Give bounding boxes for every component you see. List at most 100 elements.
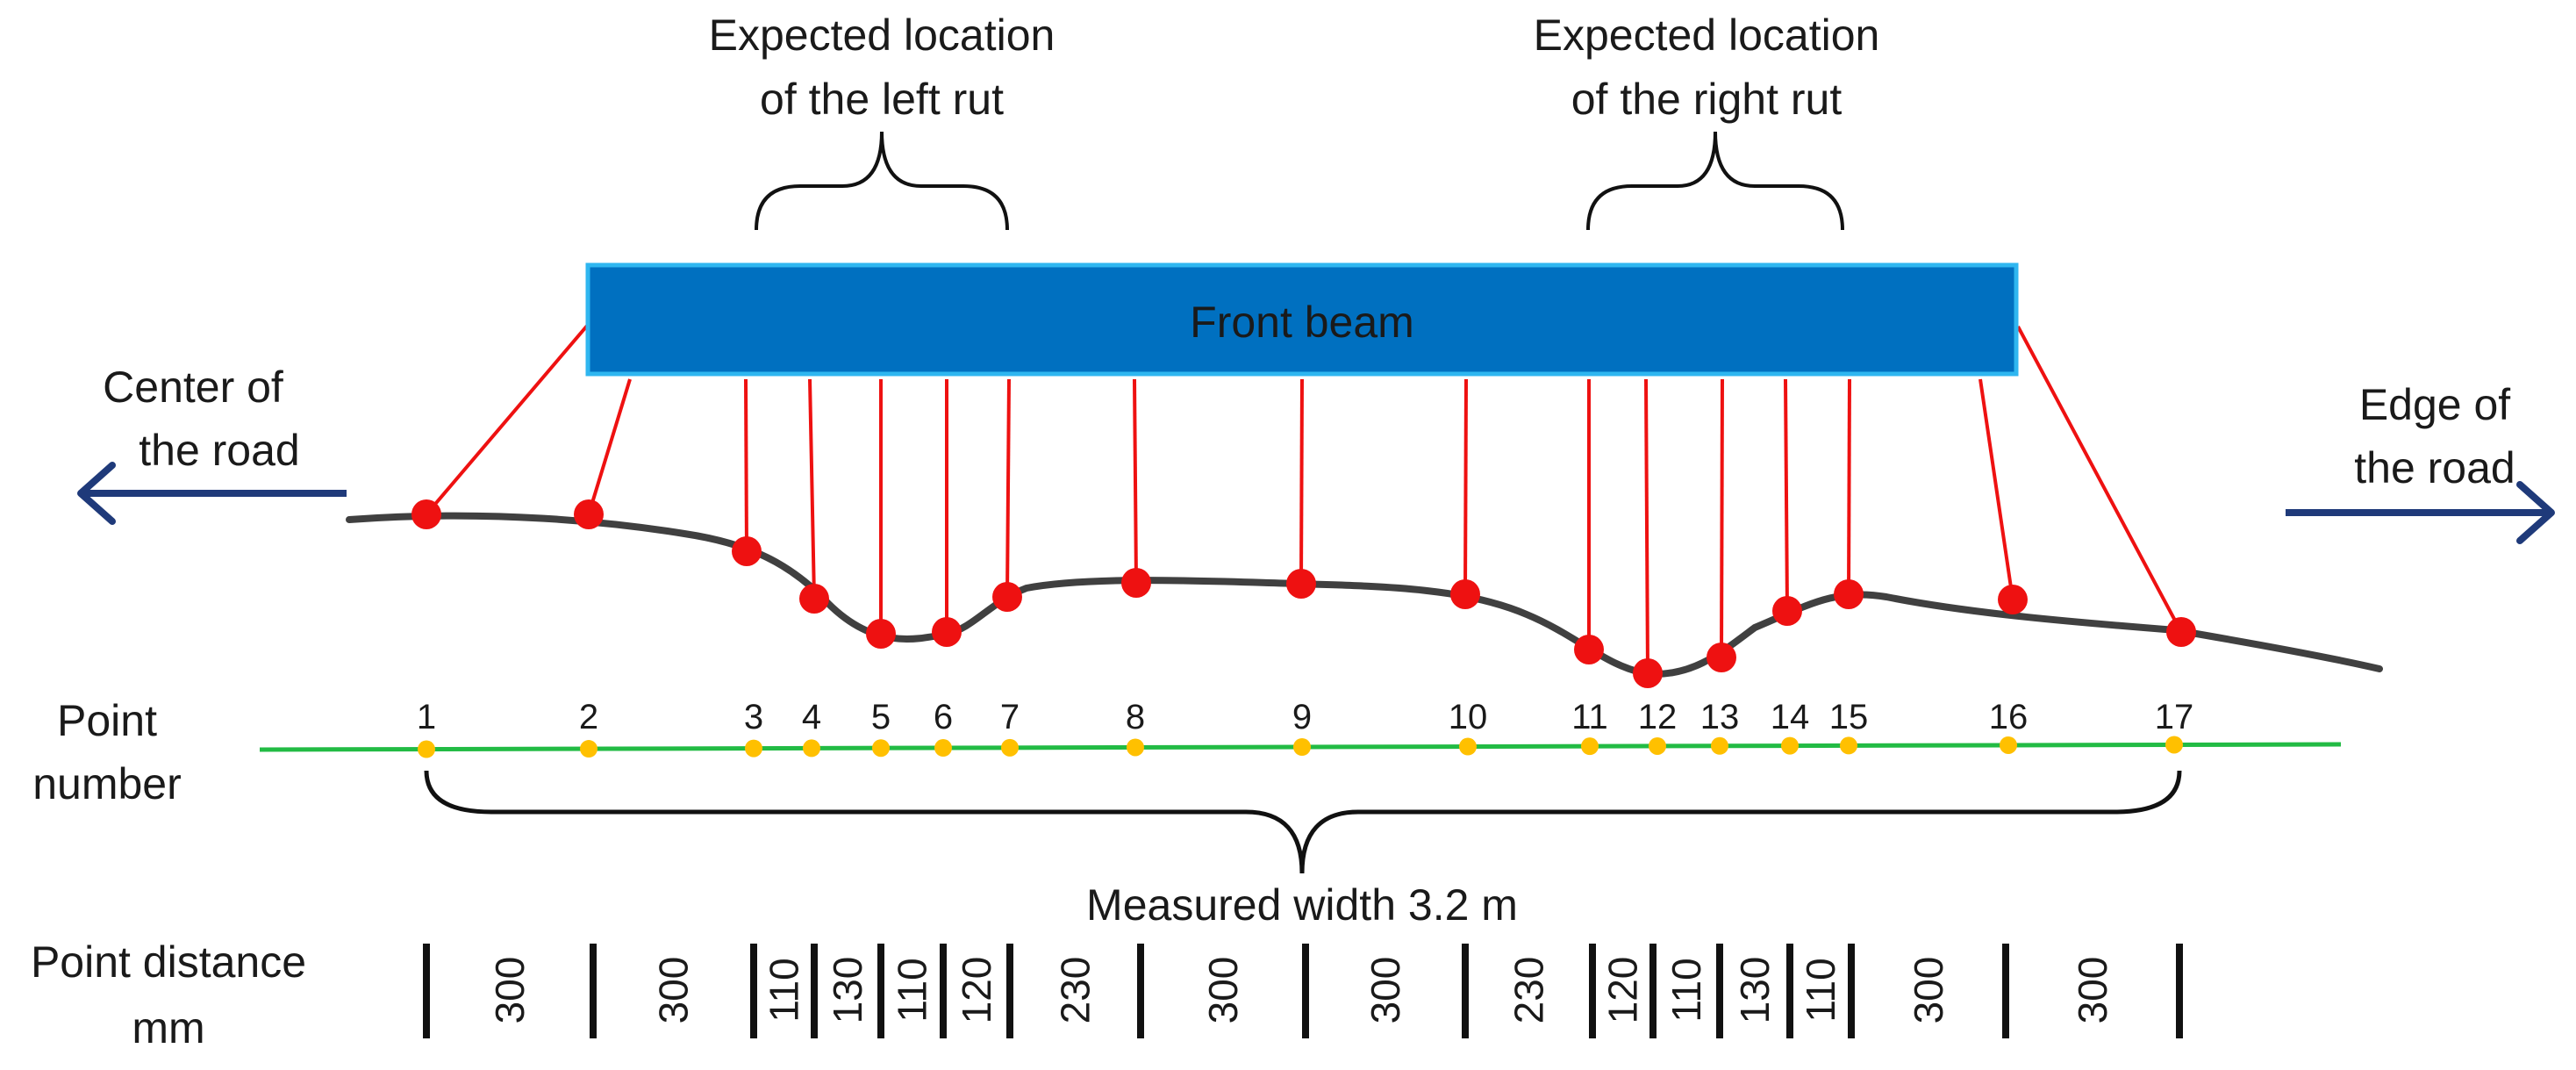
left-rut-brace (755, 131, 1009, 231)
distance-tick-8 (1137, 944, 1144, 1038)
distance-label-7: 230 (1053, 957, 1098, 1024)
sensor-dot-8 (1121, 568, 1151, 598)
distance-label-11: 120 (1600, 957, 1646, 1024)
laser-line-17 (2016, 326, 2183, 633)
point-number-10: 10 (1449, 698, 1488, 736)
edge-of-road-label-line1: Edge of (2359, 380, 2510, 429)
point-number-label-line1: Point (57, 696, 157, 745)
sensor-dot-9 (1286, 569, 1316, 599)
point-number-13: 13 (1700, 698, 1740, 736)
point-number-16: 16 (1989, 698, 2029, 736)
distance-label-16: 300 (2070, 957, 2115, 1024)
point-marker-5 (872, 739, 890, 758)
measured-width-brace (424, 770, 2182, 874)
right-arrow-icon (2286, 481, 2555, 544)
laser-line-7 (1005, 378, 1011, 598)
front-beam-label: Front beam (1190, 298, 1414, 347)
point-marker-3 (745, 739, 762, 758)
laser-line-14 (1784, 378, 1789, 612)
point-marker-9 (1293, 737, 1311, 756)
distance-tick-16 (2002, 944, 2009, 1038)
left-rut-label-line2: of the left rut (760, 75, 1004, 124)
distance-label-5: 110 (890, 958, 935, 1022)
sensor-dot-11 (1574, 635, 1604, 664)
point-marker-7 (1001, 738, 1019, 757)
laser-line-3 (744, 378, 748, 552)
laser-line-2 (587, 378, 632, 515)
right-rut-label-line1: Expected location (1534, 11, 1880, 60)
laser-line-4 (808, 378, 816, 600)
laser-line-8 (1133, 378, 1138, 584)
sensor-dot-16 (1998, 585, 2028, 614)
sensor-dot-2 (574, 499, 604, 529)
distance-tick-6 (940, 944, 947, 1038)
distance-tick-17 (2176, 944, 2183, 1038)
point-number-11: 11 (1571, 698, 1608, 736)
point-marker-8 (1127, 738, 1144, 757)
distance-label-6: 120 (954, 957, 999, 1024)
point-markers (418, 736, 2183, 758)
sensor-dot-15 (1834, 579, 1864, 609)
point-marker-16 (2000, 736, 2017, 754)
laser-line-9 (1299, 378, 1304, 585)
laser-line-1 (425, 323, 590, 516)
point-marker-17 (2165, 736, 2183, 754)
distance-label-9: 300 (1363, 957, 1408, 1024)
point-numbers: 1 2 3 4 5 6 7 8 9 10 11 12 13 14 15 16 17 (417, 698, 2193, 736)
point-number-8: 8 (1126, 698, 1145, 736)
point-marker-10 (1459, 737, 1477, 756)
distance-label-15: 300 (1906, 957, 1951, 1024)
distance-tick-1 (423, 944, 430, 1038)
laser-line-16 (1979, 378, 2014, 600)
point-marker-11 (1581, 737, 1599, 756)
point-number-4: 4 (802, 698, 821, 736)
point-number-9: 9 (1292, 698, 1312, 736)
measured-width-label: Measured width 3.2 m (1086, 880, 1518, 930)
sensor-dot-10 (1450, 579, 1480, 609)
distance-ticks (423, 944, 2183, 1038)
point-marker-13 (1711, 736, 1728, 755)
point-marker-2 (580, 740, 597, 758)
point-number-14: 14 (1771, 698, 1810, 736)
point-number-7: 7 (1000, 698, 1020, 736)
center-of-road-label-line2: the road (139, 426, 299, 475)
point-number-1: 1 (417, 698, 436, 736)
point-marker-15 (1840, 736, 1857, 755)
distance-label-4: 130 (825, 957, 870, 1024)
right-rut-brace (1586, 131, 1844, 231)
sensor-dot-4 (799, 584, 829, 614)
road-profile-curve (346, 512, 2383, 679)
distance-label-8: 300 (1200, 957, 1246, 1024)
point-number-5: 5 (871, 698, 891, 736)
distance-label-2: 300 (651, 957, 697, 1024)
left-arrow-icon (77, 462, 347, 525)
point-marker-12 (1649, 736, 1666, 755)
sensor-dot-7 (992, 582, 1022, 612)
left-rut-label-line1: Expected location (709, 11, 1055, 60)
sensor-dot-5 (866, 619, 896, 649)
point-number-2: 2 (579, 698, 598, 736)
distance-tick-10 (1462, 944, 1469, 1038)
distance-tick-13 (1716, 944, 1723, 1038)
distance-tick-7 (1006, 944, 1013, 1038)
point-marker-4 (803, 739, 820, 758)
point-number-12: 12 (1638, 698, 1678, 736)
laser-line-13 (1720, 378, 1724, 658)
point-number-label-line2: number (32, 759, 182, 808)
laser-line-15 (1847, 378, 1851, 595)
sensor-dot-12 (1633, 658, 1663, 688)
distance-label-10: 230 (1506, 957, 1552, 1024)
point-number-17: 17 (2155, 698, 2194, 736)
distance-tick-9 (1302, 944, 1309, 1038)
distance-tick-15 (1848, 944, 1855, 1038)
laser-line-12 (1644, 378, 1649, 674)
sensor-dot-3 (732, 536, 762, 566)
distance-labels: 300 300 110 130 110 120 230 300 300 230 120 110 130 1… (487, 957, 2115, 1024)
distance-tick-3 (750, 944, 757, 1038)
sensor-dot-14 (1772, 596, 1802, 626)
point-distance-label-line1: Point distance (31, 937, 306, 987)
distance-label-12: 110 (1664, 958, 1709, 1022)
point-marker-14 (1781, 736, 1799, 755)
distance-tick-4 (811, 944, 818, 1038)
sensor-dot-17 (2166, 617, 2196, 647)
